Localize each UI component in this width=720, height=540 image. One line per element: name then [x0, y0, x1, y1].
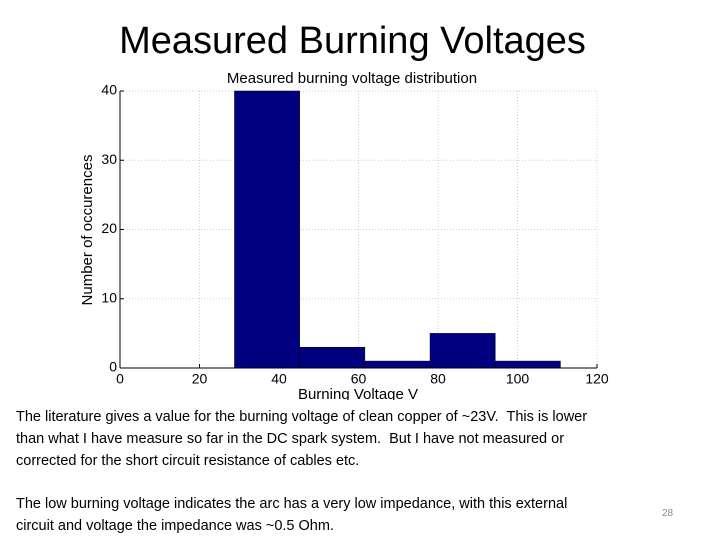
bar: [234, 90, 300, 369]
text-line: circuit and voltage the impedance was ~0…: [16, 518, 334, 534]
y-axis-label: Number of occurences: [79, 155, 96, 306]
x-tick-label: 60: [351, 371, 367, 387]
y-tick-label: 10: [101, 289, 117, 305]
text-line: The low burning voltage indicates the ar…: [16, 496, 568, 512]
bar: [364, 360, 431, 369]
x-tick-label: 0: [116, 371, 124, 387]
x-tick-label: 20: [192, 371, 208, 387]
paragraph: The literature gives a value for the bur…: [16, 406, 587, 472]
chart: Measured burning voltage distribution Bur…: [79, 70, 609, 400]
page-number: 28: [662, 508, 674, 519]
x-tick-label: 80: [430, 371, 446, 387]
y-tick-label: 40: [101, 82, 117, 98]
text-line: than what I have measure so far in the D…: [16, 431, 565, 447]
bar: [429, 333, 496, 369]
text-line: The literature gives a value for the bur…: [16, 409, 588, 425]
x-tick-label: 40: [271, 371, 287, 387]
bar: [494, 360, 561, 369]
x-axis-label: Burning Voltage V: [298, 386, 418, 400]
x-tick-label: 120: [585, 371, 609, 387]
paragraph: The low burning voltage indicates the ar…: [16, 493, 567, 537]
slide-title: Measured Burning Voltages: [119, 20, 586, 62]
x-tick-label: 100: [506, 371, 530, 387]
chart-title: Measured burning voltage distribution: [227, 70, 477, 87]
y-tick-label: 0: [109, 359, 117, 375]
y-tick-label: 30: [101, 151, 117, 167]
bar: [299, 346, 366, 369]
text-line: corrected for the short circuit resistan…: [16, 453, 360, 469]
y-tick-label: 20: [101, 220, 117, 236]
